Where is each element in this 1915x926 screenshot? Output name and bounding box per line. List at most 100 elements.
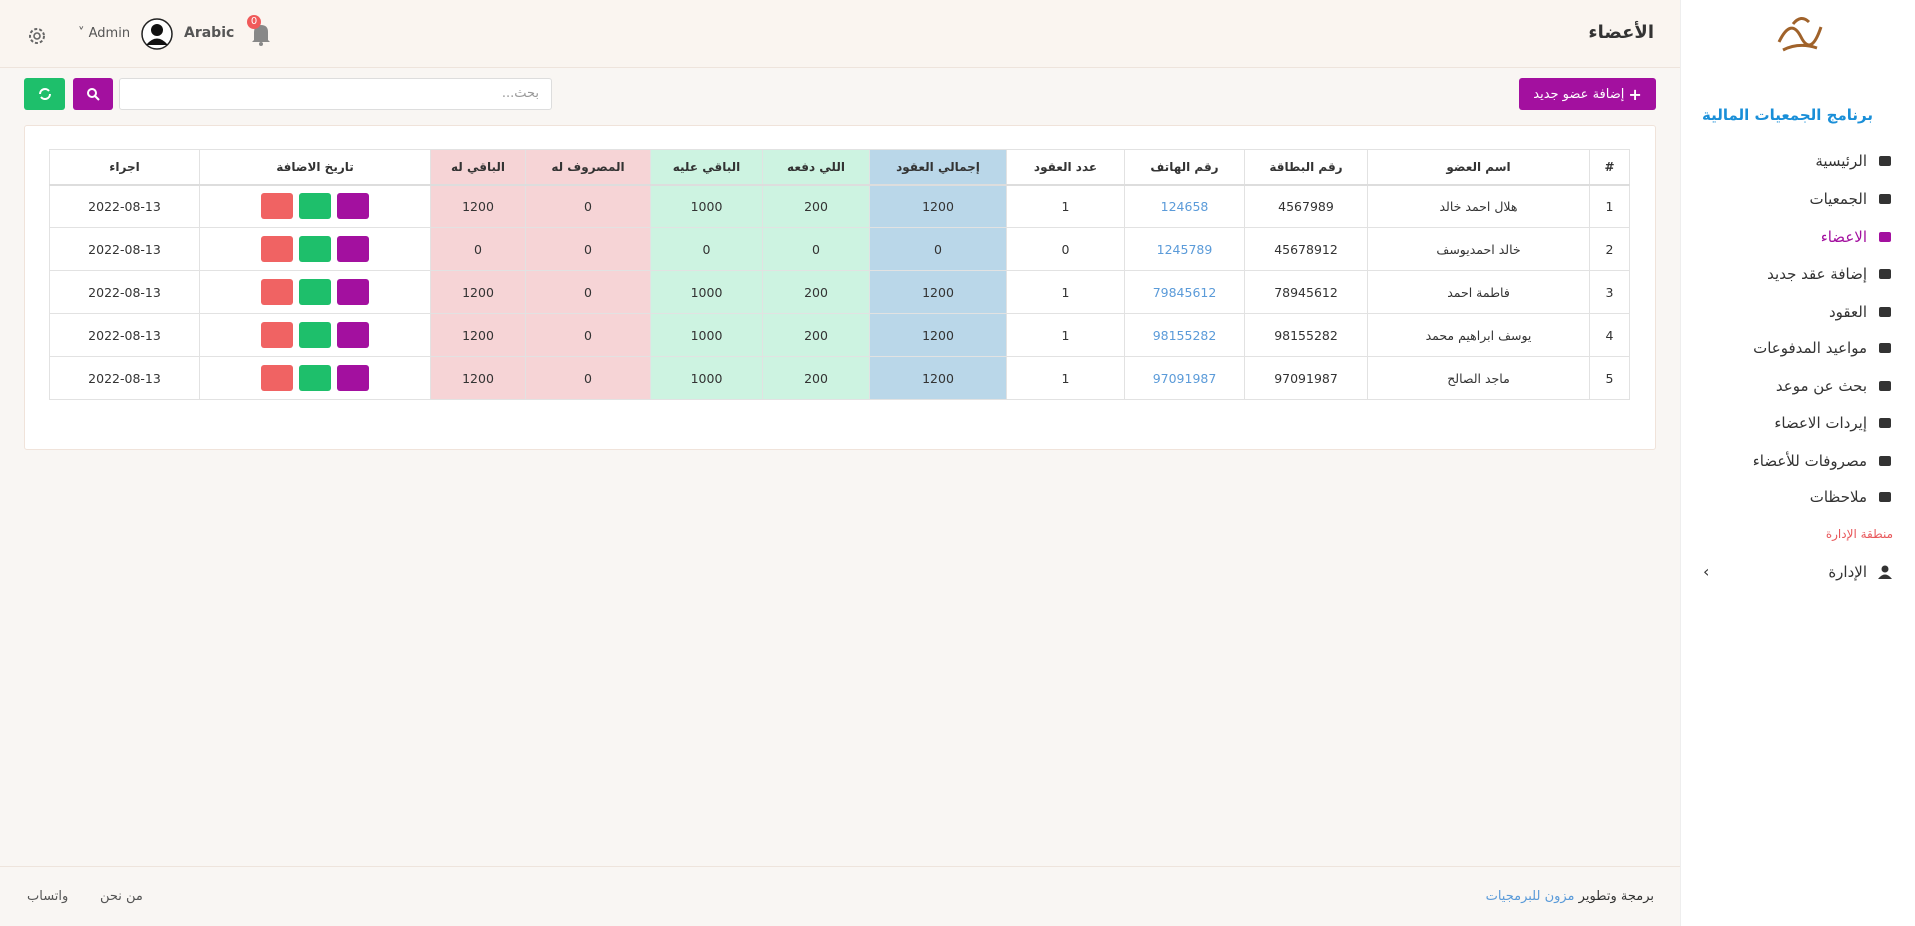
nav-label: ملاحظات bbox=[1809, 488, 1867, 506]
add-member-button[interactable]: + إضافة عضو جديد bbox=[1519, 78, 1656, 110]
settings[interactable] bbox=[26, 25, 48, 47]
edit-button[interactable] bbox=[299, 279, 331, 305]
view-button[interactable] bbox=[337, 322, 369, 348]
nav-item[interactable]: الاعضاء bbox=[1821, 228, 1893, 246]
notification-badge: 0 bbox=[247, 15, 261, 29]
cell: 4567989 bbox=[1244, 184, 1368, 228]
nav-label: الرئيسية bbox=[1815, 152, 1867, 170]
nav-item[interactable]: مصروفات للأعضاء bbox=[1753, 452, 1893, 470]
column-header: رقم الهاتف bbox=[1124, 149, 1245, 186]
cell: 0 bbox=[762, 227, 870, 271]
search-button[interactable] bbox=[73, 78, 113, 110]
header: الأعضاء ˅ Admin Arabic 0 bbox=[0, 0, 1680, 68]
user-name: Admin bbox=[88, 26, 131, 41]
cell: 3 bbox=[1589, 270, 1630, 314]
placeholder: بحث... bbox=[501, 86, 539, 101]
nav-item[interactable]: الرئيسية bbox=[1815, 152, 1893, 170]
nav-item[interactable]: إضافة عقد جديد bbox=[1767, 265, 1893, 283]
column-header: الباقي عليه bbox=[650, 149, 763, 186]
cell: 97091987 bbox=[1244, 356, 1368, 400]
icon bbox=[1879, 232, 1891, 242]
cell: 1200 bbox=[869, 184, 1007, 228]
bell[interactable] bbox=[250, 22, 272, 46]
cell: 200 bbox=[762, 356, 870, 400]
cell: 0 bbox=[650, 227, 763, 271]
footer-link[interactable]: واتساب bbox=[27, 889, 69, 904]
delete-button[interactable] bbox=[261, 236, 293, 262]
cell[interactable]: 1245789 bbox=[1124, 227, 1245, 271]
nav-admin[interactable]: الإدارة bbox=[1828, 563, 1893, 581]
nav-label: العقود bbox=[1829, 303, 1867, 321]
button-label: إضافة عضو جديد bbox=[1533, 86, 1625, 102]
delete-button[interactable] bbox=[261, 193, 293, 220]
icon bbox=[1879, 343, 1891, 353]
cell: 1200 bbox=[430, 313, 526, 357]
cell: 1000 bbox=[650, 270, 763, 314]
cell: 1200 bbox=[430, 356, 526, 400]
delete-button[interactable] bbox=[261, 365, 293, 391]
column-header: إجمالي العقود bbox=[869, 149, 1007, 186]
avatar bbox=[141, 18, 173, 50]
company-link[interactable]: مزون للبرمجيات bbox=[1485, 889, 1575, 904]
cell: 1200 bbox=[430, 184, 526, 228]
cell: 200 bbox=[762, 313, 870, 357]
nav-item[interactable]: الجمعيات bbox=[1809, 190, 1893, 208]
actions-cell bbox=[199, 313, 431, 357]
brand: برنامج الجمعيات المالية bbox=[1701, 106, 1873, 124]
view-button[interactable] bbox=[337, 193, 369, 220]
delete-button[interactable] bbox=[261, 279, 293, 305]
cell: 0 bbox=[525, 270, 651, 314]
cell: 1000 bbox=[650, 184, 763, 228]
icon bbox=[1879, 156, 1891, 166]
credit-text: برمجة وتطوير bbox=[1578, 889, 1654, 904]
actions-cell bbox=[199, 184, 431, 228]
edit-button[interactable] bbox=[299, 193, 331, 220]
view-button[interactable] bbox=[337, 236, 369, 262]
column-header: رقم البطاقة bbox=[1244, 149, 1368, 186]
cell: 1 bbox=[1006, 313, 1125, 357]
footer-link[interactable]: من نحن bbox=[100, 889, 143, 904]
cell[interactable]: 97091987 bbox=[1124, 356, 1245, 400]
logo bbox=[1777, 17, 1823, 52]
edit-button[interactable] bbox=[299, 236, 331, 262]
nav-item[interactable]: العقود bbox=[1829, 303, 1893, 321]
cell: 200 bbox=[762, 270, 870, 314]
nav-item[interactable]: ملاحظات bbox=[1810, 488, 1893, 506]
actions-cell bbox=[199, 356, 431, 400]
edit-button[interactable] bbox=[299, 365, 331, 391]
cell: 78945612 bbox=[1244, 270, 1368, 314]
table-row: 3 فاطمة احمد 78945612 79845612 1 1200 200 1000 0… bbox=[49, 270, 1630, 314]
nav-item[interactable]: بحث عن موعد bbox=[1776, 377, 1893, 395]
cell: 1200 bbox=[869, 313, 1007, 357]
view-button[interactable] bbox=[337, 279, 369, 305]
cell: 2022-08-13 bbox=[49, 313, 200, 357]
cell: 5 bbox=[1589, 356, 1630, 400]
cell: 0 bbox=[430, 227, 526, 271]
nav-item[interactable]: مواعيد المدفوعات bbox=[1753, 339, 1893, 357]
cell[interactable]: 98155282 bbox=[1124, 313, 1245, 357]
nav-label: الاعضاء bbox=[1820, 228, 1867, 246]
cell[interactable]: 79845612 bbox=[1124, 270, 1245, 314]
cell: ماجد الصالح bbox=[1367, 356, 1590, 400]
cell: 98155282 bbox=[1244, 313, 1368, 357]
cell: 1 bbox=[1006, 184, 1125, 228]
nav-label: إيردات الاعضاء bbox=[1774, 414, 1867, 432]
language[interactable]: Arabic bbox=[184, 25, 235, 41]
nav-label: إضافة عقد جديد bbox=[1767, 265, 1867, 283]
refresh-button[interactable] bbox=[24, 78, 65, 110]
credit: برمجة وتطوير مزون للبرمجيات bbox=[1486, 889, 1654, 904]
view-button[interactable] bbox=[337, 365, 369, 391]
cell[interactable]: 124658 bbox=[1124, 184, 1245, 228]
table-row: 2 خالد احمديوسف 45678912 1245789 0 0 0 0 0 0 2022-… bbox=[49, 227, 1630, 271]
icon bbox=[1879, 492, 1891, 502]
user-menu[interactable]: ˅ Admin bbox=[78, 26, 131, 41]
search-input[interactable]: بحث... bbox=[119, 78, 552, 110]
cell: 2022-08-13 bbox=[49, 356, 200, 400]
delete-button[interactable] bbox=[261, 322, 293, 348]
edit-button[interactable] bbox=[299, 322, 331, 348]
sidebar: برنامج الجمعيات المالية الرئيسية الجمعيات… bbox=[1680, 0, 1915, 926]
cell: 1000 bbox=[650, 356, 763, 400]
cell: 1000 bbox=[650, 313, 763, 357]
nav-label: مصروفات للأعضاء bbox=[1752, 452, 1867, 470]
nav-item[interactable]: إيردات الاعضاء bbox=[1774, 414, 1893, 432]
